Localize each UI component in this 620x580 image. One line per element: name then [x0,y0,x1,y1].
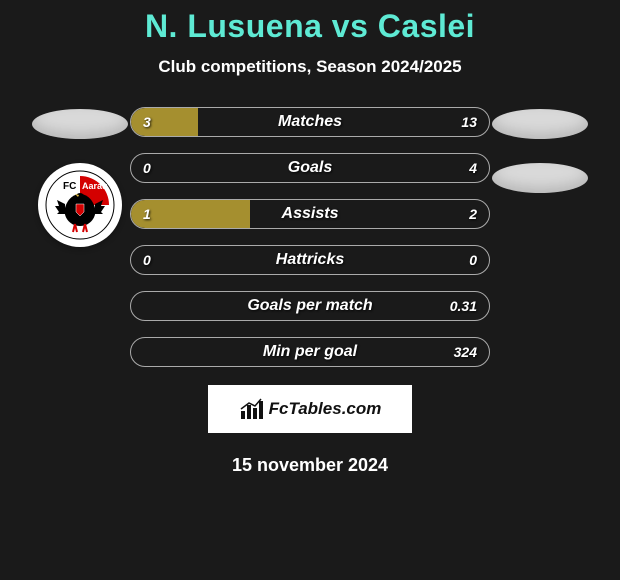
svg-text:Aarau: Aarau [82,181,108,191]
stat-value-right: 0 [469,252,477,268]
stat-bar: 1 Assists 2 [130,199,490,229]
stat-label: Goals [288,159,332,177]
stat-label: Min per goal [263,343,357,361]
club-logo-left: FC Aarau [38,163,122,247]
stat-value-right: 324 [454,344,477,360]
fc-aarau-crest-icon: FC Aarau [45,170,115,240]
left-badge-column: FC Aarau [30,107,130,247]
stat-value-right: 13 [461,114,477,130]
stat-value-left: 1 [143,206,151,222]
svg-text:FC: FC [63,181,76,192]
stat-bar: 3 Matches 13 [130,107,490,137]
subtitle: Club competitions, Season 2024/2025 [158,57,461,77]
stat-label: Assists [282,205,339,223]
stat-fill-right [198,108,489,136]
stat-fill-left [131,108,198,136]
stat-value-left: 0 [143,252,151,268]
stat-bar: 0 Goals 4 [130,153,490,183]
club-logo-placeholder-right [492,163,588,193]
bar-chart-icon [239,397,263,421]
stat-value-left: 0 [143,160,151,176]
stats-bars: 3 Matches 13 0 Goals 4 1 Assists 2 0 Hattricks 0 Goa… [130,107,490,367]
stat-value-left: 3 [143,114,151,130]
right-badge-column [490,107,590,193]
stat-value-right: 4 [469,160,477,176]
player-photo-placeholder-left [32,109,128,139]
content-area: FC Aarau 3 Matches 13 0 [0,107,620,367]
comparison-card: N. Lusuena vs Caslei Club competitions, … [0,0,620,580]
stat-value-right: 0.31 [450,298,477,314]
stat-bar: 0 Hattricks 0 [130,245,490,275]
stat-label: Goals per match [247,297,372,315]
stat-bar: Min per goal 324 [130,337,490,367]
date: 15 november 2024 [232,455,388,476]
fctables-logo-box[interactable]: FcTables.com [208,385,412,433]
stat-value-right: 2 [469,206,477,222]
stat-label: Matches [278,113,342,131]
fctables-logo-text: FcTables.com [269,399,382,419]
stat-bar: Goals per match 0.31 [130,291,490,321]
stat-label: Hattricks [276,251,344,269]
page-title: N. Lusuena vs Caslei [145,8,475,45]
player-photo-placeholder-right [492,109,588,139]
